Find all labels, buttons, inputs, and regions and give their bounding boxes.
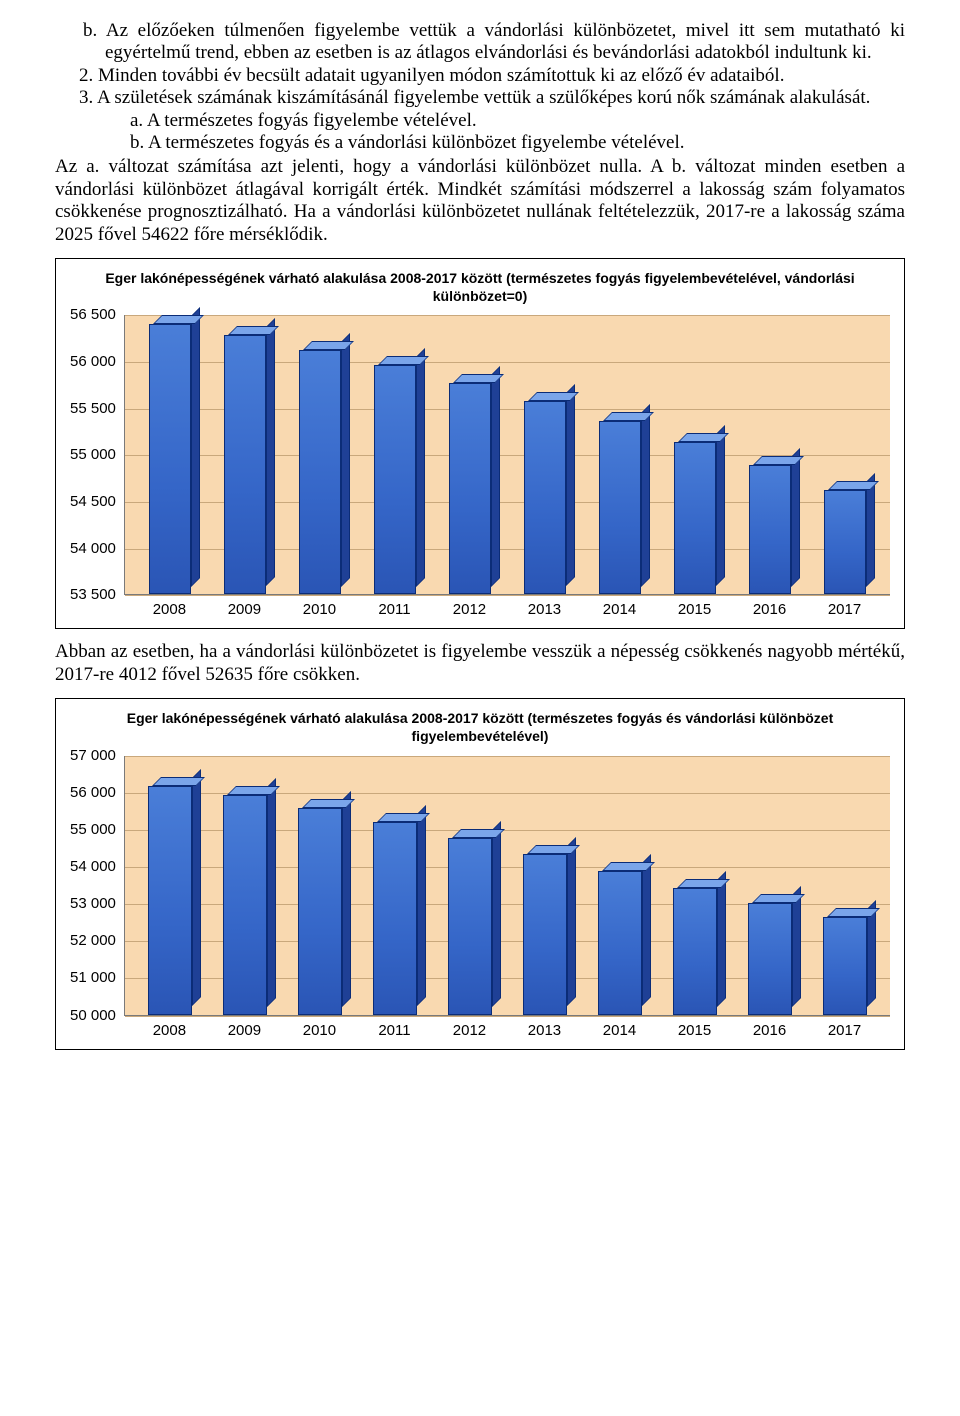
chart-1-bars (125, 315, 890, 594)
bar-slot (358, 315, 433, 594)
bar-slot (208, 756, 283, 1015)
bar-slot (582, 315, 657, 594)
chart-1-container: Eger lakónépességének várható alakulása … (55, 258, 905, 629)
x-tick-label: 2009 (207, 601, 282, 618)
bar (523, 854, 567, 1014)
bar-slot (133, 315, 208, 594)
bar (449, 383, 491, 595)
paragraph-mid: Abban az esetben, ha a vándorlási különb… (55, 641, 905, 686)
x-tick-label: 2015 (657, 601, 732, 618)
chart-1-y-axis: 56 50056 00055 50055 00054 50054 00053 5… (70, 315, 124, 595)
x-tick-label: 2010 (282, 601, 357, 618)
bar-slot (358, 756, 433, 1015)
bar-slot (582, 756, 657, 1015)
chart-2-title: Eger lakónépességének várható alakulása … (70, 707, 890, 755)
bar (598, 871, 642, 1014)
bar (524, 401, 566, 594)
bar-slot (208, 315, 283, 594)
chart-2-area: 57 00056 00055 00054 00053 00052 00051 0… (70, 756, 890, 1039)
bar (298, 808, 342, 1015)
chart-1-plot-wrap: 2008200920102011201220132014201520162017 (124, 315, 890, 618)
document-page: b. Az előzőeken túlmenően figyelembe vet… (0, 0, 960, 1092)
bar (823, 917, 867, 1015)
x-tick-label: 2011 (357, 601, 432, 618)
chart-2-container: Eger lakónépességének várható alakulása … (55, 698, 905, 1049)
bar-slot (807, 315, 882, 594)
x-tick-label: 2014 (582, 601, 657, 618)
chart-2-plot (124, 756, 890, 1016)
bar-slot (283, 315, 358, 594)
bar (299, 350, 341, 595)
bar-slot (433, 315, 508, 594)
list-item-b: b. Az előzőeken túlmenően figyelembe vet… (55, 20, 905, 65)
x-tick-label: 2016 (732, 1022, 807, 1039)
chart-2-plot-wrap: 2008200920102011201220132014201520162017 (124, 756, 890, 1039)
bar (448, 838, 492, 1015)
x-tick-label: 2010 (282, 1022, 357, 1039)
list-item-3: 3. A születések számának kiszámításánál … (55, 87, 905, 109)
chart-2-y-axis: 57 00056 00055 00054 00053 00052 00051 0… (70, 756, 124, 1016)
list-item-2: 2. Minden további év becsült adatait ugy… (55, 65, 905, 87)
bar (223, 795, 267, 1015)
chart-1-title: Eger lakónépességének várható alakulása … (70, 267, 890, 315)
bar (673, 888, 717, 1015)
bar-slot (507, 315, 582, 594)
bar-slot (807, 756, 882, 1015)
list-item-3b: b. A természetes fogyás és a vándorlási … (55, 132, 905, 154)
chart-1-x-axis: 2008200920102011201220132014201520162017 (124, 595, 890, 618)
paragraph-main: Az a. változat számítása azt jelenti, ho… (55, 156, 905, 246)
bar (599, 421, 641, 595)
bar (748, 903, 792, 1015)
x-tick-label: 2017 (807, 601, 882, 618)
x-tick-label: 2013 (507, 601, 582, 618)
bar-slot (732, 315, 807, 594)
x-tick-label: 2008 (132, 1022, 207, 1039)
bar-slot (732, 756, 807, 1015)
x-tick-label: 2011 (357, 1022, 432, 1039)
bar (674, 442, 716, 594)
bar-slot (507, 756, 582, 1015)
bar-slot (133, 756, 208, 1015)
chart-1-plot (124, 315, 890, 595)
x-tick-label: 2017 (807, 1022, 882, 1039)
bar-slot (283, 756, 358, 1015)
chart-2-x-axis: 2008200920102011201220132014201520162017 (124, 1016, 890, 1039)
chart-2-bars (125, 756, 890, 1015)
x-tick-label: 2015 (657, 1022, 732, 1039)
x-tick-label: 2014 (582, 1022, 657, 1039)
x-tick-label: 2012 (432, 601, 507, 618)
x-tick-label: 2009 (207, 1022, 282, 1039)
list-item-3a: a. A természetes fogyás figyelembe vétel… (55, 110, 905, 132)
x-tick-label: 2012 (432, 1022, 507, 1039)
bar-slot (657, 756, 732, 1015)
bar (824, 490, 866, 595)
x-tick-label: 2013 (507, 1022, 582, 1039)
chart-1-area: 56 50056 00055 50055 00054 50054 00053 5… (70, 315, 890, 618)
x-tick-label: 2008 (132, 601, 207, 618)
x-tick-label: 2016 (732, 601, 807, 618)
bar (224, 335, 266, 594)
bar (373, 822, 417, 1014)
bar (149, 324, 191, 595)
bar (148, 786, 192, 1014)
bar (749, 465, 791, 595)
bar-slot (433, 756, 508, 1015)
bar (374, 365, 416, 595)
bar-slot (657, 315, 732, 594)
